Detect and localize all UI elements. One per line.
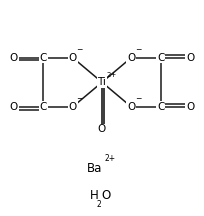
- Text: O: O: [10, 102, 18, 112]
- Text: C: C: [40, 52, 47, 63]
- Text: Ba: Ba: [87, 162, 102, 175]
- Text: O: O: [186, 102, 194, 112]
- Text: C: C: [40, 102, 47, 112]
- Text: C: C: [157, 102, 164, 112]
- Text: O: O: [127, 52, 135, 63]
- Text: −: −: [76, 94, 83, 103]
- Text: −: −: [76, 45, 83, 54]
- Text: C: C: [157, 52, 164, 63]
- Text: −: −: [135, 94, 141, 103]
- Text: O: O: [127, 102, 135, 112]
- Text: 2+: 2+: [104, 154, 115, 163]
- Text: O: O: [69, 102, 77, 112]
- Text: O: O: [10, 52, 18, 63]
- Text: −: −: [135, 45, 141, 54]
- Text: O: O: [98, 124, 106, 135]
- Text: O: O: [69, 52, 77, 63]
- Text: 2+: 2+: [106, 72, 116, 78]
- Text: 2: 2: [96, 200, 101, 209]
- Text: H: H: [90, 189, 98, 202]
- Text: O: O: [186, 52, 194, 63]
- Text: Ti: Ti: [98, 77, 106, 87]
- Text: O: O: [101, 189, 111, 202]
